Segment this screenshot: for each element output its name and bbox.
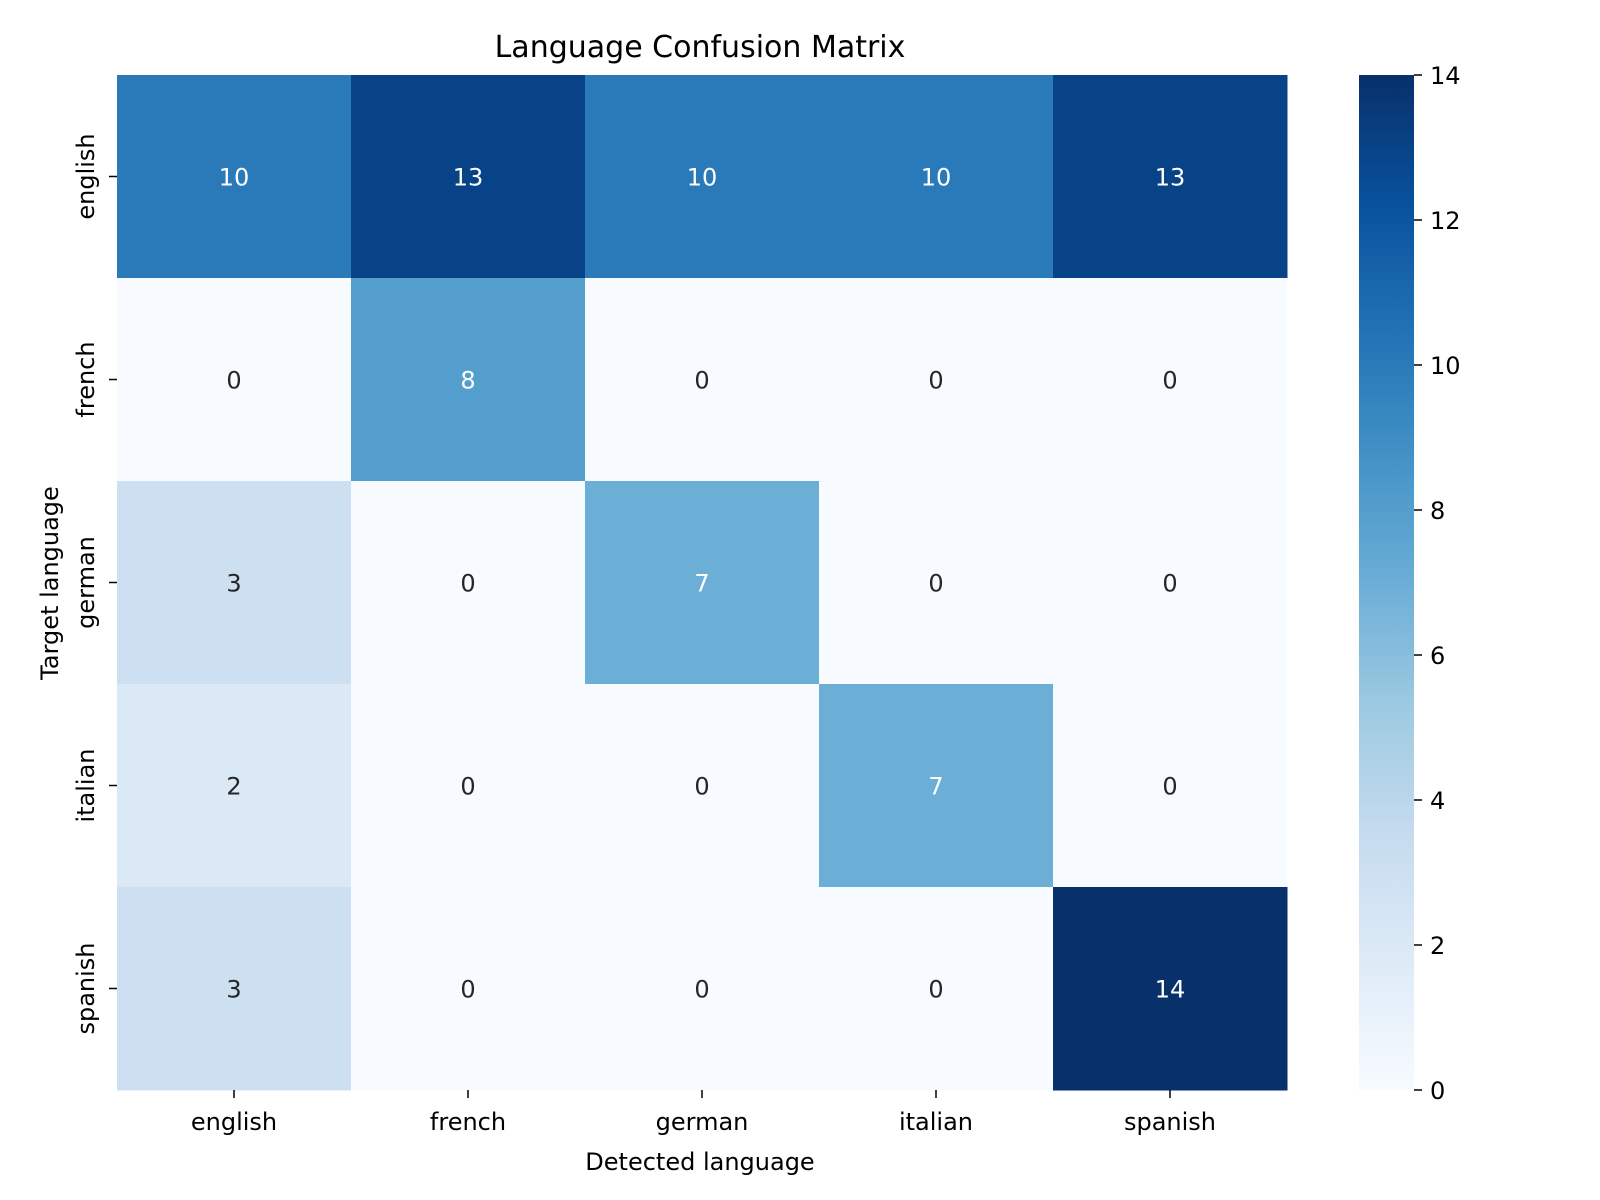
heatmap-cell [117, 887, 352, 1091]
y-axis: english french german italian spanish [72, 133, 117, 1035]
cell-value-label: 0 [1162, 773, 1177, 801]
heatmap-cell [351, 684, 586, 888]
heatmap-cell [819, 481, 1054, 685]
cell-value-label: 0 [928, 570, 943, 598]
x-axis: english french german italian spanish [191, 1090, 1216, 1136]
x-axis-label: Detected language [585, 1148, 814, 1176]
heatmap-cell [1053, 278, 1288, 482]
cell-value-label: 3 [226, 570, 241, 598]
cell-value-label: 3 [226, 976, 241, 1004]
colorbar-tick-label: 0 [1430, 1077, 1445, 1105]
cell-value-label: 0 [928, 367, 943, 395]
cell-value-label: 0 [460, 976, 475, 1004]
colorbar-tick-label: 10 [1430, 352, 1461, 380]
x-tick-label: spanish [1124, 1108, 1216, 1136]
heatmap-cell [351, 278, 586, 482]
cell-value-label: 2 [226, 773, 241, 801]
cell-value-label: 10 [687, 164, 718, 192]
cell-value-label: 14 [1155, 976, 1186, 1004]
heatmap-cell [819, 684, 1054, 888]
cell-value-label: 0 [694, 773, 709, 801]
heatmap-cell [585, 684, 820, 888]
heatmap-cell [351, 481, 586, 685]
cell-value-label: 8 [460, 367, 475, 395]
y-tick-label: spanish [72, 942, 100, 1034]
x-tick-label: french [430, 1108, 506, 1136]
heatmap-cell [585, 75, 820, 279]
cell-value-label: 0 [226, 367, 241, 395]
cell-value-label: 13 [453, 164, 484, 192]
cell-value-label: 0 [694, 367, 709, 395]
heatmap-cell [117, 684, 352, 888]
cell-value-label: 7 [694, 570, 709, 598]
heatmap-cell [117, 75, 352, 279]
heatmap-cell [117, 278, 352, 482]
heatmap-cell [351, 75, 586, 279]
chart-title: Language Confusion Matrix [495, 30, 906, 65]
heatmap-cell [585, 278, 820, 482]
cell-value-label: 13 [1155, 164, 1186, 192]
cell-value-label: 0 [1162, 367, 1177, 395]
heatmap-cell [585, 481, 820, 685]
cell-value-label: 0 [928, 976, 943, 1004]
x-tick-label: italian [899, 1108, 973, 1136]
heatmap-cell [117, 481, 352, 685]
heatmap-cell [1053, 887, 1288, 1091]
y-tick-label: german [72, 536, 100, 629]
heatmap-cells: 10 13 10 10 13 0 8 0 0 0 3 0 7 0 0 2 0 0 7 0 3 0 0 0 14 [117, 75, 1288, 1091]
cell-value-label: 10 [921, 164, 952, 192]
heatmap-cell [351, 887, 586, 1091]
colorbar-tick-label: 6 [1430, 642, 1445, 670]
colorbar-tick-label: 12 [1430, 207, 1461, 235]
cell-value-label: 0 [460, 570, 475, 598]
heatmap-cell [819, 75, 1054, 279]
cell-value-label: 0 [460, 773, 475, 801]
y-tick-label: italian [72, 748, 100, 822]
colorbar-tick-label: 8 [1430, 497, 1445, 525]
colorbar: 0 2 4 6 8 10 12 14 [1359, 62, 1461, 1105]
y-tick-label: french [72, 341, 100, 417]
y-axis-label: Target language [36, 486, 64, 681]
colorbar-tick-label: 4 [1430, 787, 1445, 815]
colorbar-bar [1359, 75, 1414, 1090]
cell-value-label: 10 [219, 164, 250, 192]
heatmap-cell [585, 887, 820, 1091]
heatmap-cell [819, 278, 1054, 482]
heatmap-cell [1053, 684, 1288, 888]
cell-value-label: 0 [1162, 570, 1177, 598]
heatmap-cell [819, 887, 1054, 1091]
colorbar-tick-label: 14 [1430, 62, 1461, 90]
y-tick-label: english [72, 133, 100, 219]
heatmap-cell [1053, 481, 1288, 685]
colorbar-tick-label: 2 [1430, 932, 1445, 960]
x-tick-label: german [656, 1108, 749, 1136]
cell-value-label: 0 [694, 976, 709, 1004]
heatmap-cell [1053, 75, 1288, 279]
cell-value-label: 7 [928, 773, 943, 801]
x-tick-label: english [191, 1108, 277, 1136]
